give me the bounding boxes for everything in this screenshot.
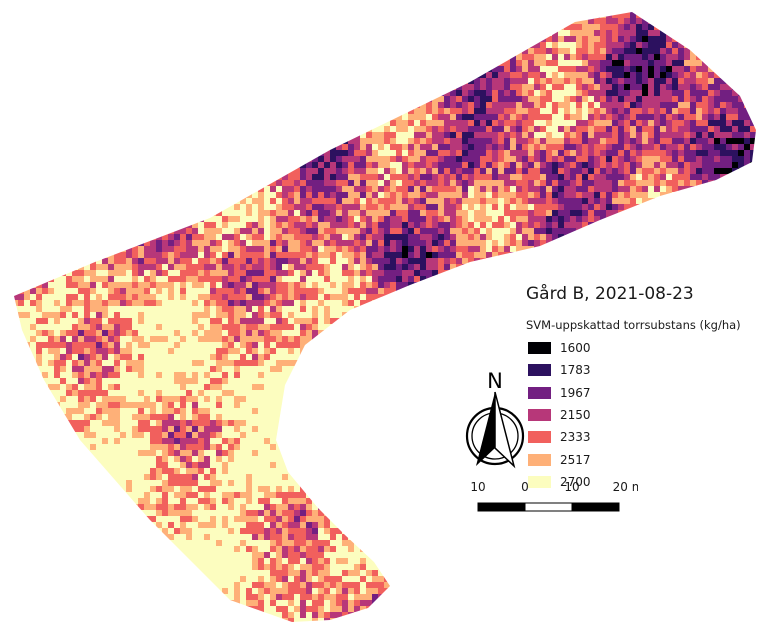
legend-title: SVM-uppskattad torrsubstans (kg/ha) [526,318,741,332]
legend-swatch [528,431,551,444]
legend-label: 2517 [560,452,591,467]
legend-swatch [528,342,551,355]
scale-label: 10 [564,480,579,494]
scale-bar: 10 0 10 20 m [470,480,638,512]
legend-item: 1600 [528,337,591,359]
legend-swatch [528,453,551,466]
north-label: N [487,369,503,393]
legend-item: 2700 [528,471,591,493]
legend-item: 2150 [528,404,591,426]
scale-label: 10 [470,480,485,494]
legend-label: 2700 [560,474,591,489]
legend-item: 2517 [528,448,591,470]
legend-item: 1783 [528,359,591,381]
legend-swatch [528,475,551,488]
legend-label: 1783 [560,363,591,378]
legend-swatch [528,386,551,399]
north-arrow-icon: N [465,369,525,469]
scale-label: 0 [521,480,529,494]
scale-label: 20 m [613,480,638,494]
legend-item: 2333 [528,426,591,448]
legend-label: 1600 [560,341,591,356]
legend-label: 2333 [560,430,591,445]
legend-label: 2150 [560,408,591,423]
legend-label: 1967 [560,385,591,400]
map-title: Gård B, 2021-08-23 [526,284,694,304]
legend-swatch [528,409,551,422]
legend: 1600 1783 1967 2150 2333 2517 2700 [528,337,591,493]
legend-item: 1967 [528,382,591,404]
legend-swatch [528,364,551,377]
